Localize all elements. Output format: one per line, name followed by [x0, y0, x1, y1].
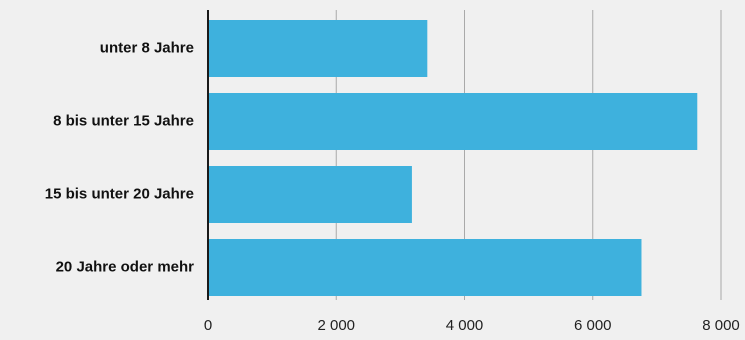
- bars: [208, 20, 697, 296]
- x-tick-label-3: 6 000: [574, 317, 612, 334]
- category-label-3: 20 Jahre oder mehr: [56, 258, 195, 275]
- x-tick-label-0: 0: [204, 317, 212, 334]
- x-tick-labels: 0 2 000 4 000 6 000 8 000: [204, 317, 740, 334]
- category-labels: unter 8 Jahre 8 bis unter 15 Jahre 15 bis …: [45, 39, 194, 275]
- bar-2: [208, 166, 412, 223]
- x-tick-label-1: 2 000: [317, 317, 355, 334]
- category-label-0: unter 8 Jahre: [100, 39, 194, 56]
- category-label-1: 8 bis unter 15 Jahre: [53, 112, 194, 129]
- x-tick-label-4: 8 000: [702, 317, 740, 334]
- category-label-2: 15 bis unter 20 Jahre: [45, 185, 194, 202]
- bar-3: [208, 239, 641, 296]
- x-tick-label-2: 4 000: [446, 317, 484, 334]
- bar-1: [208, 93, 697, 150]
- bar-0: [208, 20, 427, 77]
